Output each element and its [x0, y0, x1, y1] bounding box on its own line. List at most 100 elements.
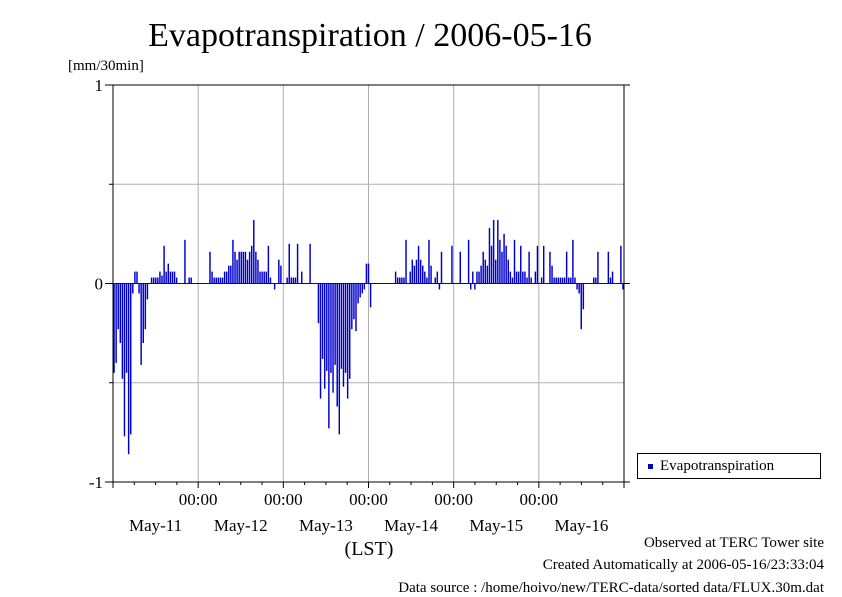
bar: [534, 271, 537, 284]
bar: [334, 283, 336, 365]
bar: [459, 251, 462, 284]
bar: [540, 277, 543, 284]
bar: [526, 277, 528, 284]
bar: [609, 277, 612, 284]
bar: [273, 283, 276, 290]
bar-series: [113, 219, 624, 455]
bar: [484, 259, 487, 284]
y-tick-label: 1: [95, 76, 104, 95]
bar: [225, 271, 228, 284]
bar: [301, 271, 303, 284]
bar: [129, 283, 132, 435]
bar: [296, 243, 299, 284]
x-tick-label: 00:00: [264, 490, 303, 509]
x-tick-label: 00:00: [349, 490, 388, 509]
bar: [173, 271, 176, 284]
bar: [428, 239, 430, 284]
bar: [528, 251, 530, 284]
bar: [396, 277, 399, 284]
bar: [451, 245, 453, 284]
bar: [238, 251, 240, 284]
legend-swatch: [648, 464, 653, 469]
bar: [280, 265, 282, 284]
bar: [515, 271, 518, 284]
bar: [288, 243, 290, 284]
bar: [557, 277, 560, 284]
bar: [355, 283, 357, 332]
bar: [157, 277, 159, 284]
x-tick-label: 00:00: [519, 490, 558, 509]
bar: [161, 275, 163, 284]
bar: [563, 277, 566, 284]
bar: [123, 283, 126, 437]
bar: [136, 271, 138, 284]
bar: [321, 283, 324, 359]
bar: [188, 277, 190, 284]
bar: [567, 277, 570, 284]
bar: [127, 283, 130, 455]
bar: [522, 271, 524, 284]
bar: [582, 283, 585, 310]
x-date-label: May-12: [214, 516, 268, 535]
bar: [165, 271, 167, 284]
bar: [467, 239, 470, 284]
bar: [501, 251, 503, 284]
y-ticks: 1 0 -1: [89, 76, 630, 492]
bar: [115, 283, 117, 363]
bar: [219, 277, 222, 284]
bar: [125, 283, 128, 373]
bar: [292, 277, 295, 284]
footer-site: Observed at TERC Tower site: [643, 535, 824, 551]
bar: [367, 263, 370, 284]
bar: [217, 277, 220, 284]
bar: [369, 283, 372, 308]
bar: [363, 283, 366, 290]
bar: [134, 271, 136, 284]
bar: [622, 283, 624, 290]
bar: [169, 271, 172, 284]
bar: [469, 283, 472, 290]
bar: [159, 271, 161, 284]
bar: [119, 283, 122, 344]
bar: [286, 277, 288, 284]
bar: [253, 219, 255, 284]
bar: [476, 271, 478, 284]
bar: [497, 219, 499, 284]
bar: [344, 283, 347, 373]
bar: [323, 283, 326, 389]
bar: [417, 245, 420, 284]
bar: [555, 277, 557, 284]
bar: [167, 263, 170, 284]
bar: [240, 251, 243, 284]
bar: [505, 245, 507, 284]
bar: [494, 259, 497, 284]
bar: [140, 283, 142, 365]
bar: [278, 259, 280, 284]
bar: [142, 283, 144, 344]
bar: [530, 277, 532, 284]
bar: [611, 271, 614, 284]
bar: [330, 283, 332, 373]
bar: [430, 265, 432, 284]
y-tick-label: -1: [89, 473, 103, 492]
footer-created: Created Automatically at 2006-05-16/23:3…: [542, 557, 824, 573]
bar: [607, 251, 610, 284]
x-tick-label: 00:00: [179, 490, 218, 509]
bar: [236, 259, 238, 284]
bar: [421, 265, 424, 284]
bar: [401, 277, 403, 284]
bar: [620, 245, 622, 284]
bar: [488, 227, 491, 284]
bar: [565, 251, 568, 284]
bar: [359, 283, 361, 298]
bar: [317, 283, 320, 324]
bar: [580, 283, 582, 330]
bar: [146, 283, 149, 300]
bar: [223, 271, 226, 284]
bar: [263, 271, 265, 284]
bar: [290, 277, 293, 284]
bar: [549, 251, 551, 284]
bar: [597, 251, 599, 284]
bar: [593, 277, 595, 284]
